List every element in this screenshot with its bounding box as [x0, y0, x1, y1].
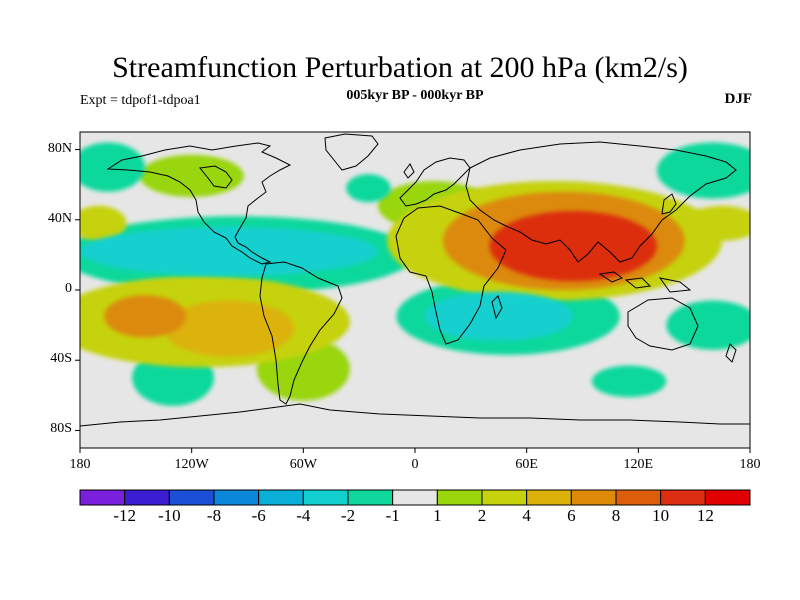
- colorbar-label: 2: [477, 506, 487, 525]
- colorbar-swatch: [168, 489, 215, 506]
- colorbar-swatch: [436, 489, 483, 506]
- colorbar-swatch: [79, 489, 126, 506]
- colorbar-label: -10: [157, 506, 181, 525]
- coastlines: [80, 133, 750, 427]
- x-tick-label: 180: [739, 457, 761, 472]
- colorbar-label: -6: [251, 506, 266, 525]
- colorbar-label: -1: [385, 506, 400, 525]
- colorbar: [79, 489, 751, 506]
- y-tick-label: 40S: [50, 351, 72, 367]
- field-region-5: [591, 365, 667, 398]
- colorbar-swatch: [392, 489, 438, 506]
- colorbar-swatch: [124, 489, 170, 506]
- colorbar-swatch: [347, 489, 394, 506]
- colorbar-swatch: [615, 489, 662, 506]
- field-region-2: [139, 154, 244, 197]
- y-tick-label: 0: [65, 281, 72, 296]
- colorbar-label: 1: [433, 506, 442, 525]
- colorbar-swatch: [704, 489, 751, 506]
- field-region-11: [80, 205, 127, 241]
- field-region-6: [656, 142, 750, 199]
- field-region-16: [424, 291, 574, 341]
- colorbar-label: 12: [696, 506, 714, 525]
- colorbar-label: 6: [567, 506, 576, 525]
- field-region-8: [346, 174, 391, 203]
- season-label: DJF: [724, 91, 753, 107]
- experiment-label: Expt = tdpof1-tdpoa1: [80, 93, 201, 108]
- field-region-19: [104, 295, 187, 338]
- x-tick-label: 180: [69, 457, 91, 472]
- field-region-9: [666, 300, 750, 350]
- axis-ticks: [75, 149, 751, 453]
- field-region-20: [489, 211, 657, 282]
- x-tick-label: 120W: [174, 457, 209, 472]
- period-label: 005kyr BP - 000kyr BP: [346, 88, 484, 103]
- colorbar-label: -8: [206, 506, 222, 525]
- field-contours: [80, 142, 750, 406]
- colorbar-swatch: [481, 489, 528, 506]
- field-region-7: [80, 142, 146, 192]
- x-tick-label: 120E: [623, 457, 654, 472]
- colorbar-label: 10: [652, 506, 670, 525]
- colorbar-swatch: [302, 489, 349, 506]
- colorbar-swatch: [660, 489, 706, 506]
- colorbar-label: 4: [522, 506, 531, 525]
- colorbar-label: 8: [611, 506, 621, 525]
- y-tick-label: 40N: [47, 210, 72, 226]
- field-region-15: [80, 226, 378, 276]
- colorbar-swatch: [258, 489, 304, 506]
- field-region-17: [163, 300, 295, 357]
- colorbar-label: -4: [296, 506, 311, 525]
- colorbar-swatch: [570, 489, 617, 506]
- colorbar-label: -12: [113, 506, 136, 525]
- x-tick-label: 0: [411, 457, 419, 472]
- colorbar-swatch: [526, 489, 572, 506]
- colorbar-swatch: [213, 489, 260, 506]
- y-tick-label: 80S: [50, 421, 72, 437]
- x-tick-label: 60E: [515, 457, 538, 472]
- colorbar-label: -2: [340, 506, 356, 525]
- x-tick-label: 60W: [289, 457, 317, 472]
- chart-title: Streamfunction Perturbation at 200 hPa (…: [112, 51, 688, 84]
- y-tick-label: 80N: [47, 140, 72, 156]
